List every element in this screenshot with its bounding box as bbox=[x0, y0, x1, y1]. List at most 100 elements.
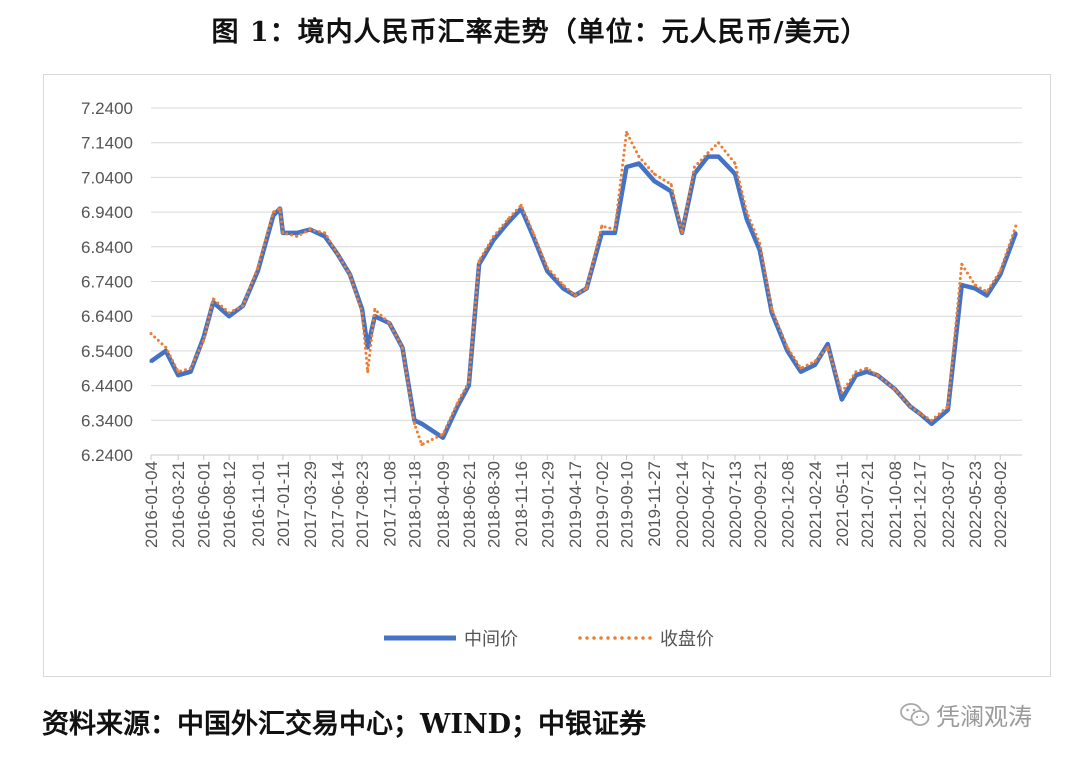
x-tick-label: 2021-12-17 bbox=[911, 461, 930, 548]
x-tick-label: 2016-11-01 bbox=[249, 461, 268, 547]
wechat-icon bbox=[900, 702, 930, 726]
data-point bbox=[652, 172, 656, 176]
data-point bbox=[625, 130, 628, 134]
data-point bbox=[412, 422, 416, 426]
y-tick-label: 7.2400 bbox=[81, 99, 133, 118]
x-tick-label: 2016-06-01 bbox=[195, 461, 214, 548]
data-point bbox=[149, 332, 153, 335]
x-tick-label: 2016-01-04 bbox=[142, 461, 161, 548]
data-point bbox=[420, 443, 424, 446]
data-point bbox=[561, 283, 565, 287]
data-point bbox=[176, 370, 180, 374]
data-point bbox=[973, 286, 977, 291]
watermark-text: 凭澜观涛 bbox=[936, 703, 1032, 731]
data-point bbox=[918, 411, 922, 415]
x-tick-label: 2017-11-08 bbox=[380, 461, 399, 547]
y-tick-label: 7.1400 bbox=[81, 134, 133, 153]
data-point bbox=[826, 342, 830, 346]
data-point bbox=[826, 346, 830, 349]
data-point bbox=[545, 266, 549, 270]
series-line-closeprice bbox=[149, 130, 1018, 447]
data-point bbox=[813, 363, 817, 367]
data-point bbox=[176, 373, 180, 377]
data-point bbox=[281, 231, 285, 235]
x-tick-label: 2018-01-18 bbox=[405, 461, 424, 548]
data-point bbox=[456, 401, 459, 405]
data-point bbox=[930, 418, 934, 422]
x-tick-label: 2020-02-14 bbox=[673, 461, 692, 548]
data-point bbox=[491, 238, 496, 242]
data-point bbox=[624, 165, 629, 169]
data-point bbox=[985, 293, 989, 297]
data-point bbox=[241, 304, 245, 308]
data-point bbox=[189, 366, 192, 370]
data-point bbox=[492, 234, 495, 238]
data-point bbox=[545, 269, 549, 273]
data-point bbox=[865, 366, 869, 370]
data-point bbox=[840, 397, 844, 402]
data-point bbox=[531, 231, 535, 235]
data-point bbox=[733, 172, 737, 176]
data-point bbox=[693, 165, 696, 169]
data-point bbox=[188, 370, 193, 374]
data-point bbox=[600, 224, 604, 228]
data-point bbox=[149, 359, 153, 363]
data-point bbox=[973, 283, 977, 287]
x-tick-label: 2019-01-29 bbox=[538, 461, 557, 548]
data-point bbox=[946, 408, 950, 412]
data-point bbox=[467, 380, 471, 384]
data-point bbox=[637, 155, 641, 158]
data-point bbox=[706, 151, 710, 155]
x-tick-label: 2017-08-23 bbox=[353, 461, 372, 548]
data-point bbox=[366, 370, 370, 374]
data-point bbox=[799, 370, 803, 374]
x-tick-label: 2019-11-27 bbox=[645, 461, 664, 547]
data-point bbox=[785, 346, 789, 349]
x-tick-label: 2017-06-14 bbox=[328, 461, 347, 548]
data-point bbox=[271, 210, 275, 214]
data-point bbox=[164, 346, 168, 349]
y-tick-label: 6.9400 bbox=[81, 203, 133, 222]
data-point bbox=[770, 307, 774, 311]
x-tick-label: 2018-11-16 bbox=[512, 461, 531, 547]
x-tick-label: 2022-05-23 bbox=[966, 461, 985, 548]
data-point bbox=[865, 370, 869, 374]
data-point bbox=[840, 391, 844, 394]
x-tick-label: 2018-04-09 bbox=[434, 461, 453, 548]
data-point bbox=[717, 141, 720, 145]
data-point bbox=[1014, 231, 1018, 235]
data-point bbox=[652, 179, 656, 183]
data-point bbox=[799, 366, 803, 370]
x-tick-label: 2019-09-10 bbox=[618, 461, 637, 548]
data-point bbox=[946, 405, 950, 408]
data-point bbox=[420, 422, 424, 426]
chart-area: 7.2400 7.1400 7.0400 6.9400 6.8400 6.7400 6.64… bbox=[43, 74, 1051, 677]
legend-entry: 中间价 bbox=[384, 629, 518, 650]
x-tick-label: 2020-07-13 bbox=[726, 461, 745, 548]
data-point bbox=[441, 436, 445, 440]
data-point bbox=[985, 290, 989, 294]
y-tick-label: 7.0400 bbox=[81, 168, 133, 187]
data-point bbox=[893, 387, 897, 391]
data-point bbox=[278, 207, 282, 211]
chart-title: 图 1：境内人民币汇率走势（单位：元人民币/美元） bbox=[211, 17, 869, 48]
data-point bbox=[387, 321, 391, 325]
data-point bbox=[613, 228, 617, 231]
source-note: 资料来源：中国外汇交易中心；WIND；中银证券 bbox=[42, 709, 647, 740]
data-point bbox=[227, 311, 231, 315]
data-point bbox=[854, 370, 858, 374]
data-point bbox=[585, 287, 588, 290]
x-tick-label: 2019-07-02 bbox=[593, 461, 612, 548]
data-point bbox=[758, 241, 762, 245]
x-tick-label: 2020-12-08 bbox=[778, 461, 797, 548]
data-point bbox=[573, 293, 577, 297]
data-point bbox=[745, 217, 749, 221]
data-point bbox=[1014, 224, 1018, 228]
x-tick-label: 2021-05-11 bbox=[833, 461, 852, 547]
data-point bbox=[467, 384, 471, 388]
watermark: 凭澜观涛 bbox=[900, 697, 1032, 732]
data-point bbox=[813, 359, 817, 363]
x-tick-label: 2020-04-27 bbox=[699, 461, 718, 548]
x-tick-label: 2017-01-11 bbox=[274, 461, 293, 547]
x-tick-label: 2022-08-02 bbox=[991, 461, 1010, 548]
